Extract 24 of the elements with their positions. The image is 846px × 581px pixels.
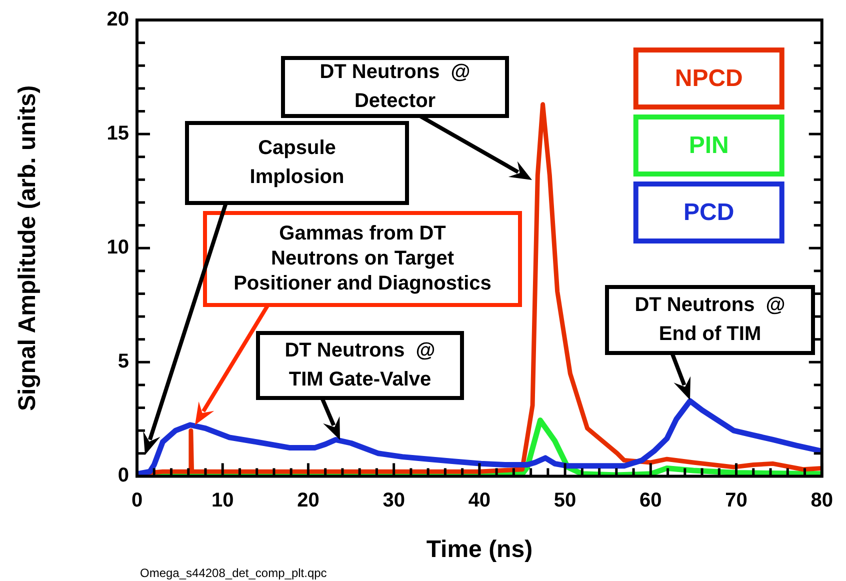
x-tick-label: 40 bbox=[468, 490, 491, 512]
y-tick-label: 15 bbox=[106, 122, 129, 145]
x-tick-label: 60 bbox=[640, 490, 662, 512]
y-tick-label: 20 bbox=[106, 8, 129, 31]
x-axis-title: Time (ns) bbox=[426, 536, 533, 564]
x-tick-label: 10 bbox=[211, 490, 234, 512]
x-tick-label: 20 bbox=[297, 490, 320, 512]
text: Omega_s44208_det_comp_plt.qpc bbox=[140, 566, 327, 580]
text: PCD bbox=[684, 199, 734, 226]
y-tick-label: 5 bbox=[118, 350, 129, 373]
y-tick-label: 10 bbox=[106, 236, 129, 259]
x-tick-label: 80 bbox=[810, 490, 833, 512]
annotation: DT Neutrons @ End of TIM bbox=[634, 294, 786, 346]
x-tick-label: 30 bbox=[382, 490, 405, 512]
text: NPCD bbox=[674, 65, 743, 92]
y-axis-title: Signal Amplitude (arb. units) bbox=[14, 85, 42, 411]
annotation: DT Neutrons @ Detector bbox=[320, 61, 470, 112]
y-tick-label: 0 bbox=[118, 464, 129, 487]
annotation: Gammas from DT Neutrons on Target Positioner and Diagnostics bbox=[234, 222, 492, 295]
annotation: Capsule Implosion bbox=[250, 137, 344, 188]
annotation: DT Neutrons @ TIM Gate-Valve bbox=[284, 340, 436, 391]
x-tick-label: 70 bbox=[725, 490, 748, 512]
x-tick-label: 50 bbox=[554, 490, 576, 512]
text: PIN bbox=[688, 132, 729, 160]
